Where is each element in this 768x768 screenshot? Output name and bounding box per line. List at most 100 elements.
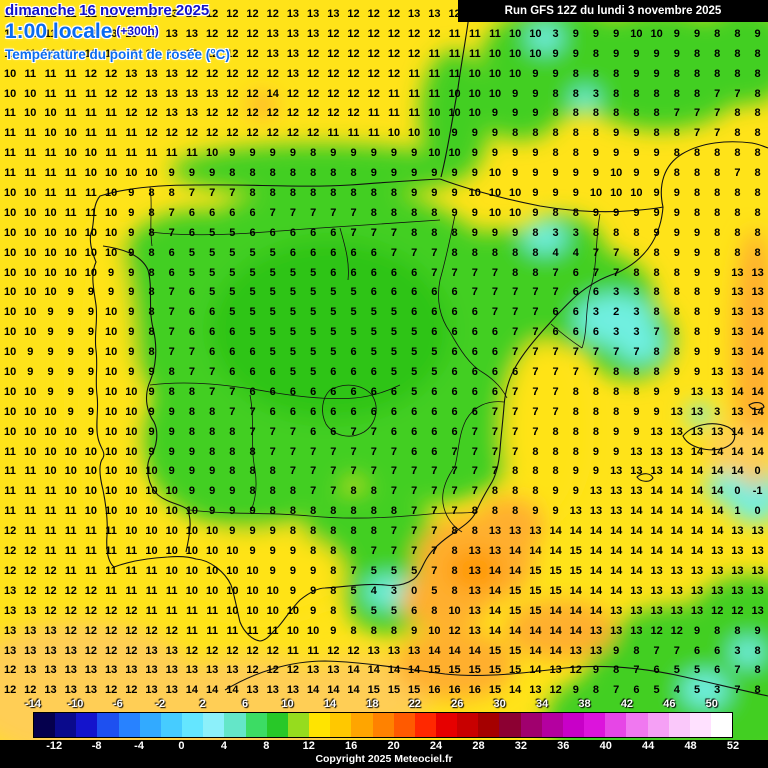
grid-value: 8 [653, 87, 660, 100]
grid-value: 9 [350, 147, 357, 160]
grid-value: 8 [592, 684, 600, 697]
grid-value: 7 [532, 306, 539, 319]
grid-value: 13 [24, 624, 37, 637]
grid-value: 9 [552, 187, 559, 200]
grid-value: 15 [509, 664, 522, 677]
grid-value: 13 [125, 8, 138, 20]
grid-value: 9 [653, 226, 660, 239]
grid-value: 9 [128, 366, 135, 379]
grid-value: 12 [206, 644, 219, 657]
grid-value: 10 [145, 465, 158, 478]
grid-value: 8 [552, 465, 559, 478]
grid-value: 12 [226, 87, 239, 100]
grid-value: 7 [613, 266, 620, 279]
grid-value: 10 [468, 187, 481, 200]
grid-value: 4 [370, 584, 377, 597]
grid-value: 7 [431, 266, 438, 279]
grid-value: 11 [347, 127, 360, 140]
grid-value: 6 [350, 266, 357, 279]
variable-label: Température du point de rosée (°C) [5, 47, 230, 62]
grid-value: 5 [350, 306, 357, 319]
grid-value: 8 [512, 127, 519, 140]
grid-value: 10 [185, 584, 199, 597]
grid-value: 7 [512, 445, 519, 458]
grid-value: 11 [105, 545, 117, 558]
grid-value: 14 [509, 564, 522, 577]
grid-value: 5 [289, 286, 296, 299]
grid-value: 14 [650, 525, 663, 538]
grid-value: 9 [289, 147, 296, 160]
grid-value: 8 [633, 366, 640, 379]
grid-value: 7 [653, 326, 660, 339]
grid-value: 12 [165, 624, 178, 637]
scale-label-bottom: 48 [684, 740, 697, 752]
grid-value: 14 [509, 624, 522, 637]
scale-bottom-labels: -12 -8 -4 0 4 8 12 16 20 24 28 32 36 40 44 48 52 [0, 740, 768, 753]
grid-value: 7 [390, 525, 398, 538]
grid-value: 13 [165, 684, 178, 697]
grid-value: 12 [206, 107, 219, 120]
grid-value: 8 [572, 127, 579, 140]
grid-value: 13 [44, 624, 57, 637]
grid-value: 10 [3, 67, 17, 80]
grid-value: 6 [209, 346, 216, 359]
grid-value: 5 [653, 684, 660, 697]
run-info-box: Run GFS 12Z du lundi 3 novembre 2025 [458, 0, 768, 22]
grid-value: 9 [592, 664, 600, 677]
grid-value: 14 [408, 664, 421, 677]
grid-value: 8 [693, 326, 701, 339]
grid-value: 10 [145, 485, 158, 498]
grid-value: 10 [468, 67, 481, 80]
grid-value: 6 [693, 644, 701, 657]
grid-value: 15 [448, 664, 461, 677]
grid-value: 8 [754, 226, 761, 239]
grid-value: 9 [108, 286, 115, 299]
grid-value: 11 [388, 107, 400, 120]
grid-value: 5 [229, 226, 236, 239]
grid-value: 8 [451, 525, 458, 538]
grid-value: 13 [650, 564, 663, 577]
grid-value: 8 [633, 87, 640, 100]
grid-value: 14 [690, 465, 704, 478]
grid-value: 11 [64, 8, 77, 20]
grid-value: 10 [44, 127, 57, 140]
grid-value: 8 [592, 67, 600, 80]
grid-value: 14 [731, 425, 744, 438]
grid-value: 5 [310, 286, 317, 299]
grid-value: 7 [411, 505, 418, 518]
grid-value: 8 [148, 286, 155, 299]
grid-value: 10 [266, 604, 279, 617]
grid-value: 12 [347, 47, 360, 60]
grid-value: 13 [630, 604, 643, 617]
grid-value: 9 [512, 226, 519, 239]
grid-value: 9 [491, 226, 499, 239]
grid-value: 14 [731, 465, 744, 478]
grid-value: 13 [690, 564, 704, 577]
grid-value: 8 [330, 545, 337, 558]
grid-value: 7 [350, 226, 357, 239]
grid-value: 14 [307, 684, 320, 697]
grid-value: 14 [428, 644, 441, 657]
grid-value: 7 [390, 545, 398, 558]
grid-value: 6 [350, 246, 357, 259]
grid-value: 9 [532, 67, 539, 80]
grid-value: 7 [330, 485, 337, 498]
grid-value: 13 [670, 584, 683, 597]
grid-value: 9 [653, 167, 660, 180]
grid-value: 7 [350, 564, 357, 577]
grid-value: 14 [751, 385, 764, 398]
grid-value: 12 [3, 545, 17, 558]
grid-value: 10 [24, 226, 37, 239]
grid-value: 11 [105, 147, 117, 160]
grid-value: 10 [84, 505, 98, 518]
grid-value: 12 [266, 8, 279, 20]
grid-value: 7 [411, 246, 418, 259]
grid-value: 16 [428, 684, 441, 697]
grid-value: 3 [633, 286, 640, 299]
bottom-black-strip [0, 740, 768, 768]
grid-value: 5 [229, 246, 236, 259]
grid-value: 12 [104, 604, 118, 617]
grid-value: 8 [491, 505, 499, 518]
scale-label-bottom: 16 [345, 740, 358, 752]
grid-value: 9 [451, 127, 458, 140]
